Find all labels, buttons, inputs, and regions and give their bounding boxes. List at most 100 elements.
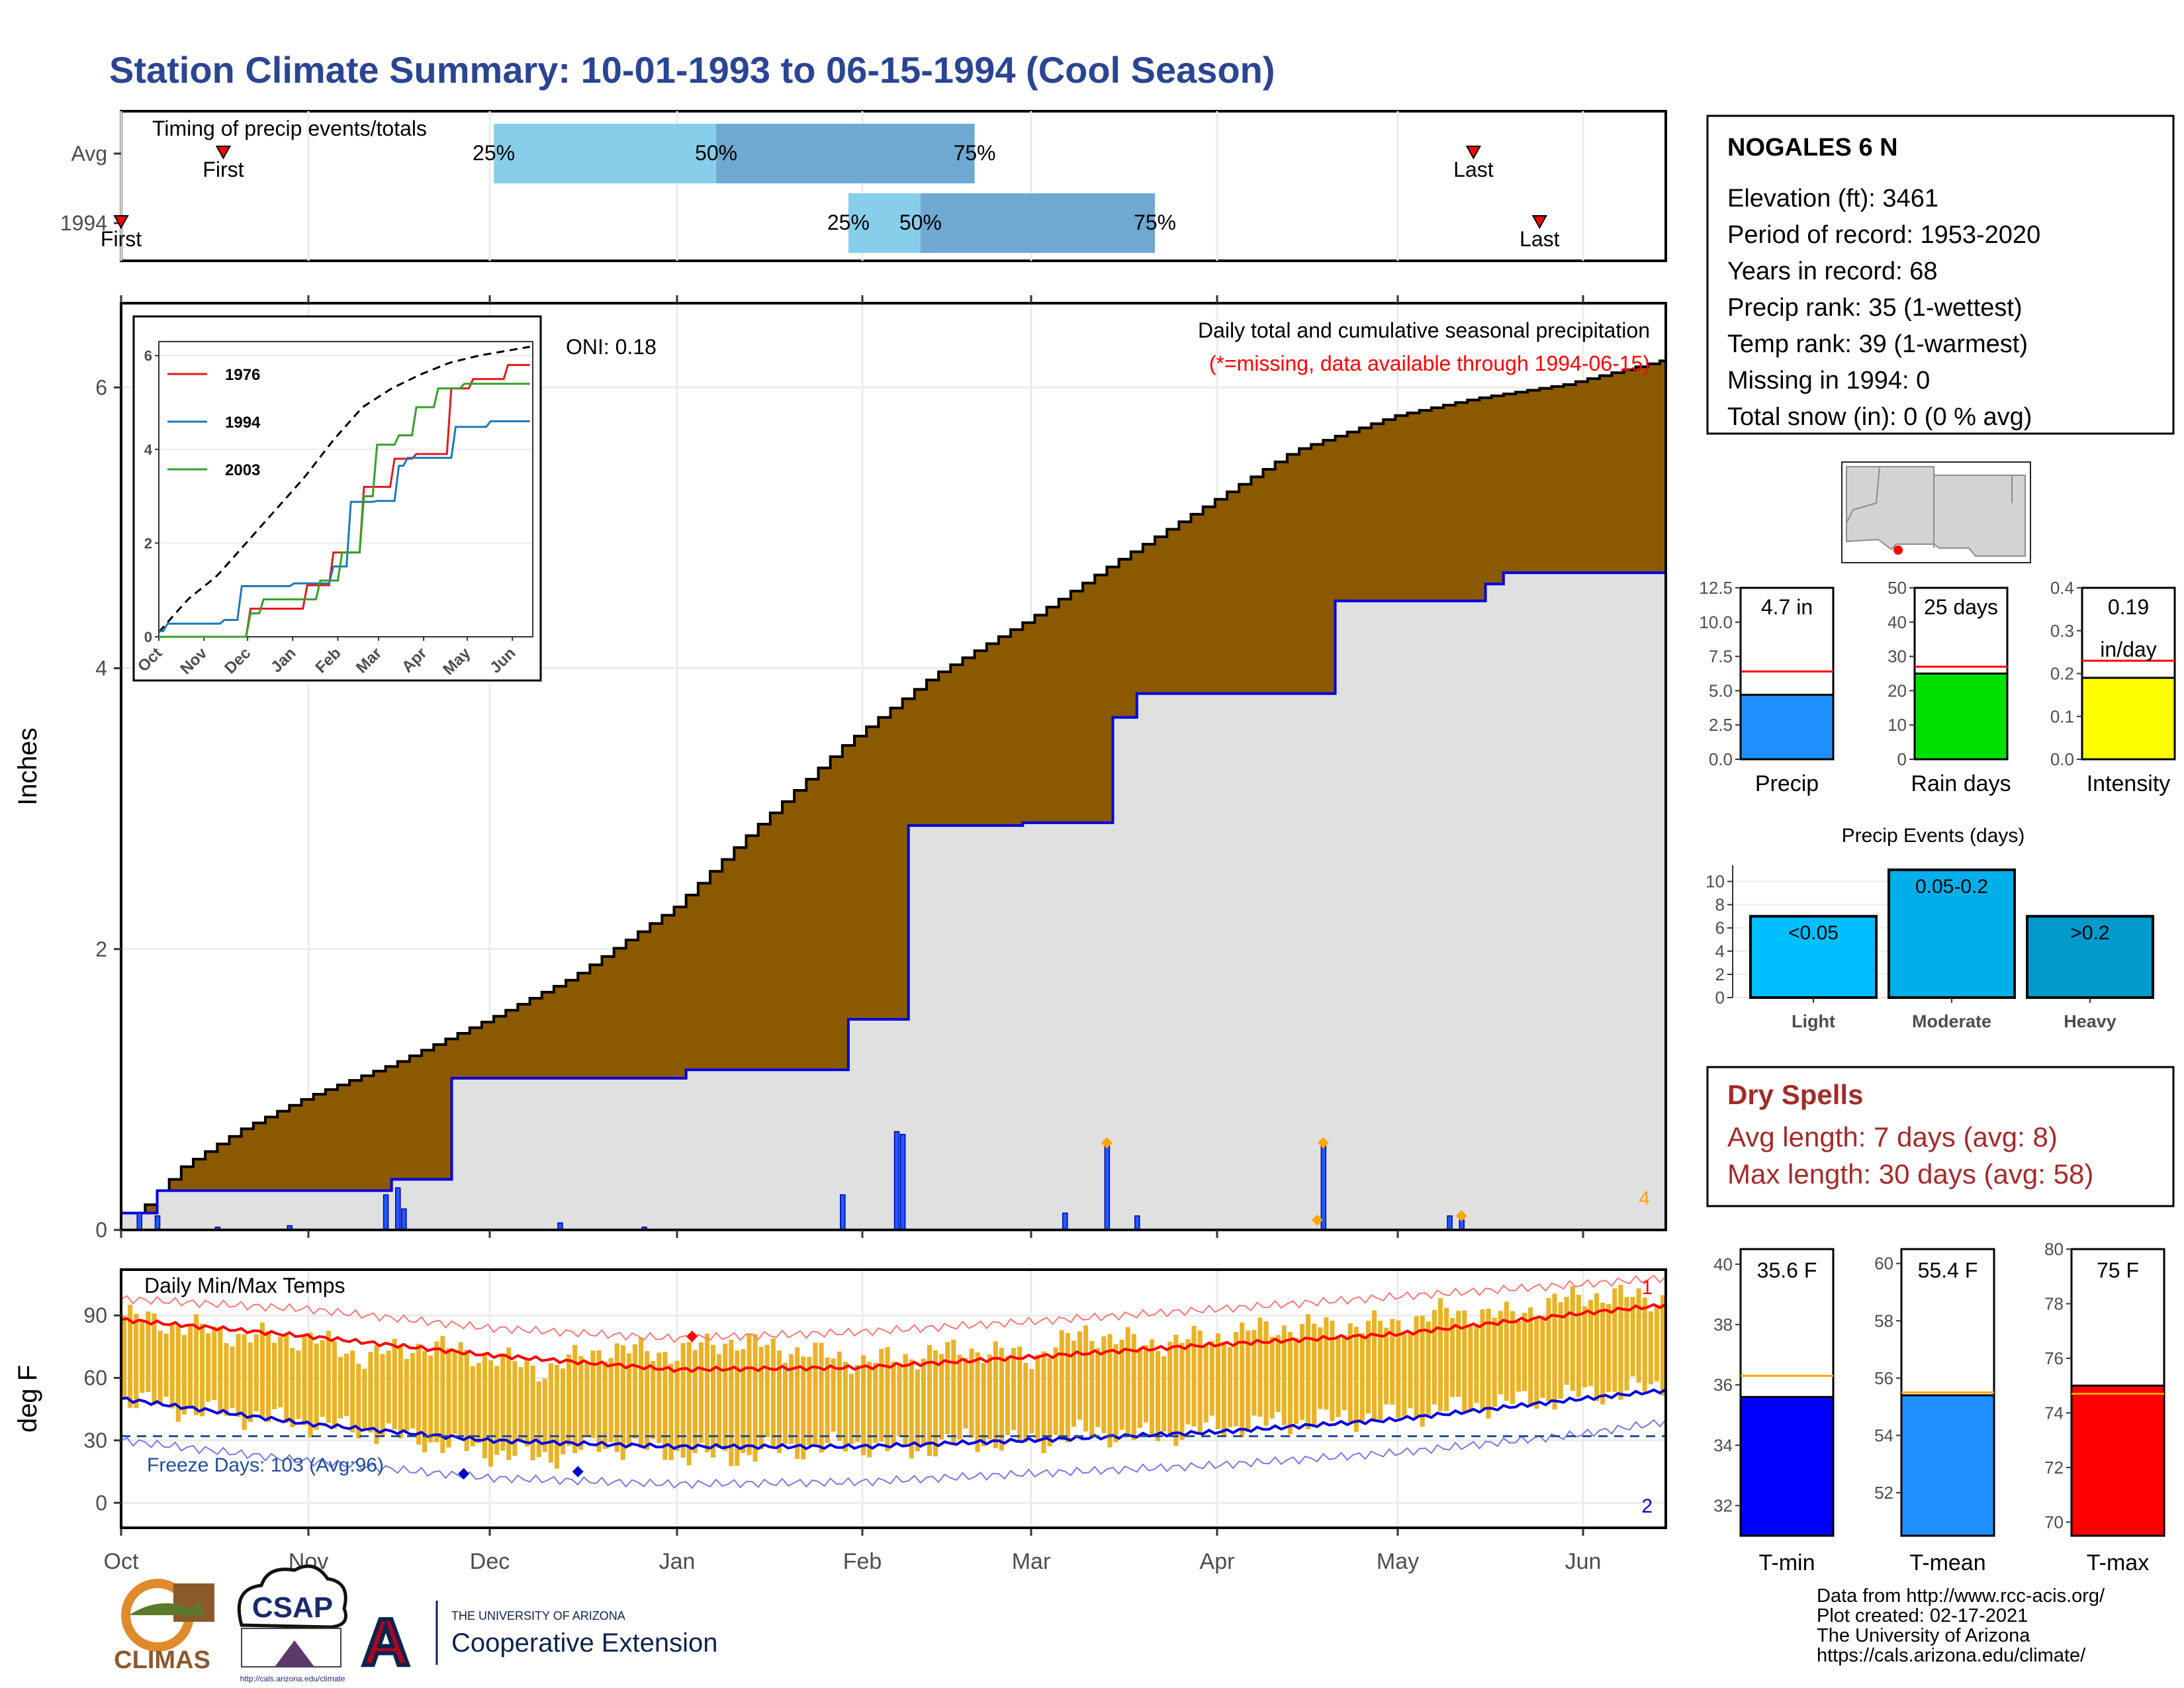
daily-temp-bar [645,1351,650,1450]
daily-temp-bar [1269,1336,1275,1419]
daily-temp-bar [854,1365,860,1442]
mini-bar-fill [1913,673,2009,761]
mini-bar-ytick-label: 10 [1888,715,1907,735]
mini-bar-ytick-label: 20 [1888,680,1907,700]
daily-temp-bar [1606,1303,1612,1392]
daily-temp-bar [1588,1299,1594,1386]
ua-logo-line2: Cooperative Extension [451,1628,717,1658]
daily-temp-bar [296,1350,301,1419]
daily-temp-bar [1156,1350,1161,1442]
daily-temp-bar [578,1356,584,1450]
precip-events-category: Moderate [1912,1011,1991,1031]
dry-spells-box: Dry Spells Avg length: 7 days (avg: 8) M… [1706,1066,2175,1207]
daily-temp-bar [278,1336,283,1408]
daily-temp-bar [1209,1341,1214,1416]
daily-temp-bar [1029,1368,1034,1434]
daily-temp-bar [987,1354,992,1439]
daily-temp-bar [831,1358,836,1432]
dry-spells-avg: Avg length: 7 days (avg: 8) [1727,1121,2058,1152]
record-low-line [120,1419,1666,1489]
precip-subtitle: Daily total and cumulative seasonal prec… [1198,318,1650,342]
timing-p25-label: 25% [473,141,515,165]
ua-cooperative-extension-logo: A THE UNIVERSITY OF ARIZONA Cooperative … [360,1601,717,1681]
inset-plot-frame [158,341,533,637]
station-period: Period of record: 1953-2020 [1727,221,2040,249]
daily-temp-bar [1035,1354,1040,1440]
daily-temp-bar [218,1327,223,1415]
daily-temp-bar [422,1350,428,1453]
daily-temp-bar [158,1331,163,1404]
daily-temp-bar [602,1361,608,1449]
daily-temp-bar [1426,1321,1431,1415]
temp-title: Daily Min/Max Temps [144,1274,345,1297]
daily-temp-bar [1257,1317,1263,1417]
station-name: NOGALES 6 N [1727,134,1898,162]
csap-logo-cloud [237,1564,347,1629]
daily-temp-bar [368,1352,373,1433]
daily-temp-bar [789,1354,794,1444]
daily-temp-bar [674,1360,680,1452]
inset-legend-label: 2003 [225,461,260,479]
daily-temp-bar [1558,1302,1563,1399]
daily-temp-bar [807,1356,812,1446]
daily-temp-bar [272,1342,277,1409]
precip-corner-value: 4 [1639,1188,1650,1209]
timing-event-label: Last [1520,227,1560,251]
timing-event-marker [1531,215,1547,230]
inset-ytick-label: 0 [144,629,152,645]
daily-temp-bar [259,1322,265,1419]
daily-temp-bar [494,1366,500,1455]
record-low-marker [572,1466,584,1477]
climas-logo: CLIMAS [114,1579,214,1674]
daily-temp-bar [939,1354,944,1440]
daily-temp-bar [169,1323,175,1409]
daily-temp-bar [290,1347,295,1428]
daily-temp-bar [518,1367,523,1442]
daily-temp-bar [1353,1327,1359,1432]
inset-legend-label: 1976 [225,366,260,384]
daily-temp-bar [981,1362,986,1446]
station-box-frame [1706,115,2175,435]
daily-temp-bar [224,1342,229,1416]
precip-ytick-label: 6 [95,375,107,399]
daily-temp-bar [163,1333,169,1397]
daily-temp-bar [1408,1331,1413,1409]
daily-temp-bar [1456,1311,1461,1397]
daily-temp-bar [1089,1340,1095,1436]
daily-temp-bar [1600,1302,1606,1405]
mini-bar-category-label: Intensity [2087,771,2171,796]
daily-temp-bar [1263,1321,1269,1426]
mini-bar-ytick-label: 0 [1897,749,1907,769]
daily-temp-bar [915,1369,920,1452]
precip-events-category: Heavy [2064,1011,2116,1031]
daily-temp-bar [1576,1294,1581,1397]
daily-temp-bar [963,1358,968,1429]
daily-temp-bar [632,1344,638,1439]
daily-temp-bar [1516,1321,1522,1392]
timing-row-label: 1994 [60,211,107,235]
daily-temp-bar [680,1343,686,1458]
record-high-marker [686,1331,698,1342]
inset-frame [132,315,542,682]
daily-temp-bar [608,1358,614,1442]
daily-temp-bar [476,1362,481,1444]
mini-bar-value-label: 25 days [1924,595,1998,619]
daily-temp-bar [332,1341,337,1429]
daily-temp-bar [704,1333,710,1452]
daily-temp-bar [206,1333,211,1402]
daily-temp-bar [891,1361,896,1446]
daily-precip-bar [1447,1215,1453,1231]
daily-temp-bar [1005,1356,1011,1435]
precip-events-ytick-label: 2 [1715,964,1725,984]
daily-temp-bar [1197,1330,1203,1433]
daily-temp-bar [867,1362,872,1458]
daily-temp-bar [1101,1336,1107,1433]
daily-temp-bar [1504,1301,1509,1401]
precip-events-bar [1888,868,2016,1000]
daily-temp-bar [1654,1305,1659,1382]
daily-temp-bar [1113,1344,1118,1442]
mini-bar-ytick-label: 30 [1888,647,1907,667]
daily-temp-bar [993,1341,998,1448]
timing-event-marker [1465,146,1482,160]
